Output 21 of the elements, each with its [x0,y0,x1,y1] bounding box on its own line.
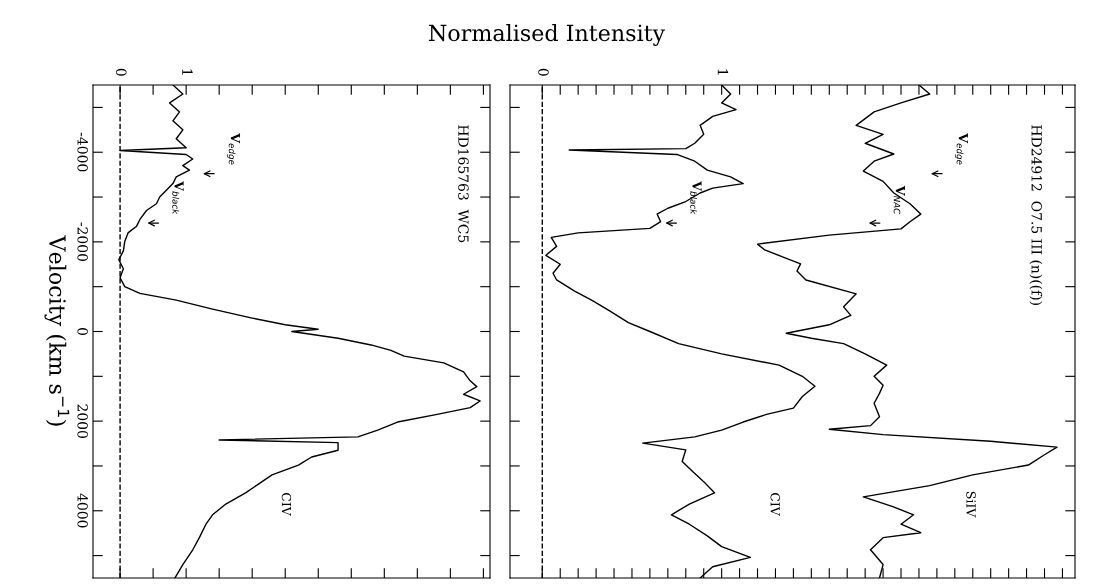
text: HD165763 WC5 [458,125,469,243]
x-tick-label: 1 [182,69,193,75]
x-tick-label: 0 [116,68,127,76]
y-tick-label: -2000 [77,222,88,261]
annotation: V$_{black}$ [690,181,702,215]
y-tick-label: 0 [77,328,88,335]
text: HD24912 O7.5 III (n)((f)) [1029,125,1043,305]
text: Normalised Intensity [428,24,666,46]
annotation: V$_{edge}$ [954,133,968,165]
text: CIV [770,492,780,516]
annotation: V$_{NAC}$ [893,185,905,215]
annotation: V$_{black}$ [172,181,184,215]
text: SiIV [966,491,976,518]
annotation: V$_{edge}$ [227,133,241,165]
y-tick-label: 4000 [77,493,88,528]
y-tick-label: 2000 [77,404,88,438]
y-tick-label: -4000 [77,132,88,172]
x-tick-label: 1 [717,69,729,75]
x-tick-label: 0 [538,68,549,76]
y-axis-title: Velocity (km s$^{−1}$) [44,235,70,426]
text: CIV [281,492,292,516]
